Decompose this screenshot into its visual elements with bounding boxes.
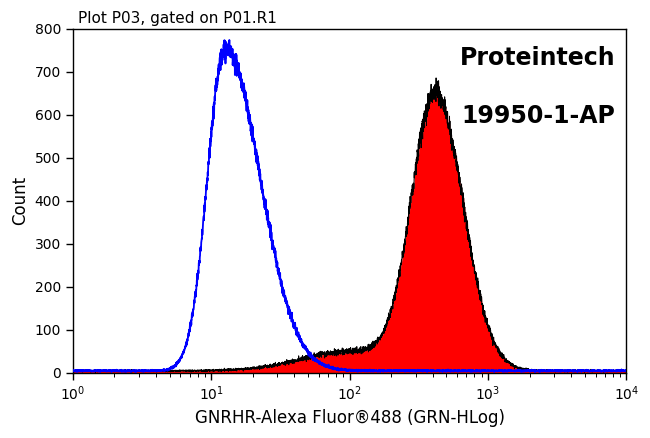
- Y-axis label: Count: Count: [11, 176, 29, 226]
- Text: Plot P03, gated on P01.R1: Plot P03, gated on P01.R1: [79, 11, 278, 26]
- Text: 19950-1-AP: 19950-1-AP: [462, 104, 615, 128]
- Text: Proteintech: Proteintech: [460, 46, 615, 70]
- X-axis label: GNRHR-Alexa Fluor®488 (GRN-HLog): GNRHR-Alexa Fluor®488 (GRN-HLog): [194, 409, 504, 427]
